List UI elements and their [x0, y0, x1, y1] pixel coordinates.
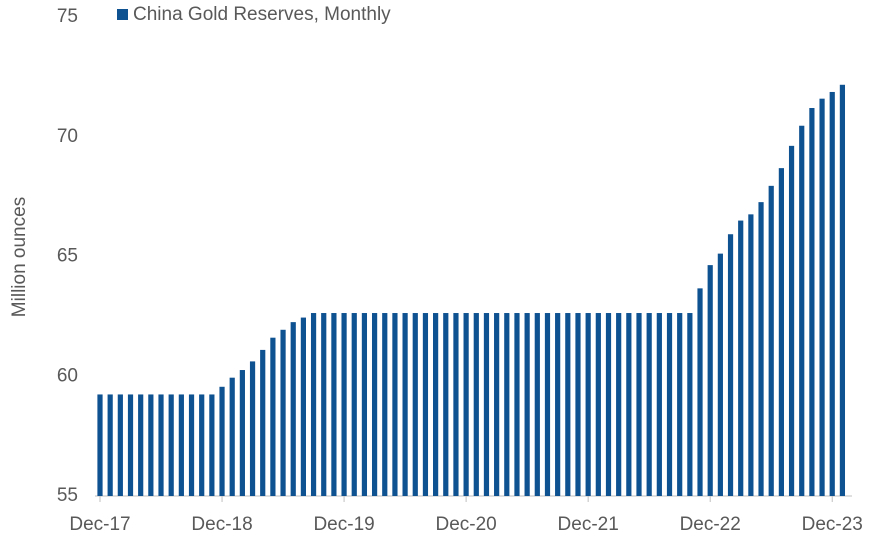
bar: [107, 394, 113, 496]
bar: [575, 313, 581, 496]
bar: [321, 313, 327, 496]
bar: [371, 313, 378, 496]
bar: [382, 313, 388, 496]
bar: [626, 313, 632, 496]
bar: [443, 313, 449, 496]
bar: [717, 253, 723, 496]
y-tick-label: 60: [57, 365, 78, 386]
bar: [585, 313, 591, 496]
y-tick-label: 55: [57, 485, 78, 506]
bar: [229, 377, 235, 496]
y-tick-label: 75: [57, 6, 78, 27]
bar: [351, 313, 357, 496]
x-tick-label: Dec-19: [313, 514, 374, 535]
bar: [565, 313, 571, 496]
x-tick-label: Dec-17: [69, 514, 130, 535]
bar: [331, 313, 337, 496]
x-tick-label: Dec-22: [680, 514, 741, 535]
bar: [748, 214, 754, 496]
bar: [778, 168, 784, 496]
bar: [219, 386, 225, 496]
bar: [656, 313, 662, 496]
bar: [788, 145, 795, 496]
y-axis-label: Million ounces: [9, 197, 30, 317]
bar: [605, 313, 612, 496]
x-tick-label: Dec-20: [435, 514, 496, 535]
bar: [168, 394, 174, 496]
bar: [97, 394, 103, 496]
bar: [646, 313, 652, 496]
bar: [188, 394, 195, 496]
bar: [239, 370, 245, 496]
bar: [483, 313, 490, 496]
bar: [687, 313, 693, 496]
bar: [148, 394, 154, 496]
bar: [707, 265, 713, 496]
bar: [666, 313, 673, 496]
bar: [595, 313, 601, 496]
legend-label: China Gold Reserves, Monthly: [133, 4, 391, 25]
y-tick-label: 70: [57, 126, 78, 147]
bar: [280, 329, 286, 496]
bar: [544, 313, 551, 496]
bar: [758, 202, 764, 497]
bar: [677, 313, 683, 496]
bar: [310, 313, 317, 496]
bar: [341, 313, 347, 496]
bar: [636, 313, 642, 496]
bar: [524, 313, 530, 496]
bar: [290, 322, 296, 496]
bar: [300, 317, 306, 496]
x-tick-label: Dec-18: [191, 514, 252, 535]
bar: [616, 313, 622, 496]
bar: [738, 220, 744, 496]
bar: [473, 313, 479, 496]
bar: [534, 313, 540, 496]
bar: [697, 288, 703, 496]
bar: [260, 349, 266, 496]
y-tick-label: 65: [57, 246, 78, 267]
bar: [819, 98, 825, 497]
bar: [199, 394, 205, 496]
bar: [117, 394, 123, 496]
bar: [504, 313, 510, 496]
bar: [270, 337, 276, 496]
bar: [127, 394, 134, 496]
bar: [727, 234, 734, 496]
bar: [392, 313, 398, 496]
bar: [809, 108, 815, 496]
bar: [412, 313, 418, 496]
bar: [138, 394, 144, 496]
bar: [158, 394, 164, 496]
bar: [799, 125, 805, 496]
legend-swatch: [117, 9, 128, 20]
bar: [768, 185, 774, 496]
x-tick-label: Dec-21: [558, 514, 619, 535]
bar: [422, 313, 429, 496]
bar: [178, 394, 184, 496]
bar: [453, 313, 459, 496]
bar: [249, 361, 256, 496]
bar: [514, 313, 520, 496]
bar: [555, 313, 561, 496]
bar: [839, 84, 846, 496]
bar: [494, 313, 500, 496]
bar: [433, 313, 439, 496]
bar: [829, 91, 835, 496]
bar: [402, 313, 408, 496]
x-tick-label: Dec-23: [802, 514, 863, 535]
bar: [463, 313, 469, 496]
bar: [361, 313, 368, 496]
bar: [209, 394, 215, 496]
